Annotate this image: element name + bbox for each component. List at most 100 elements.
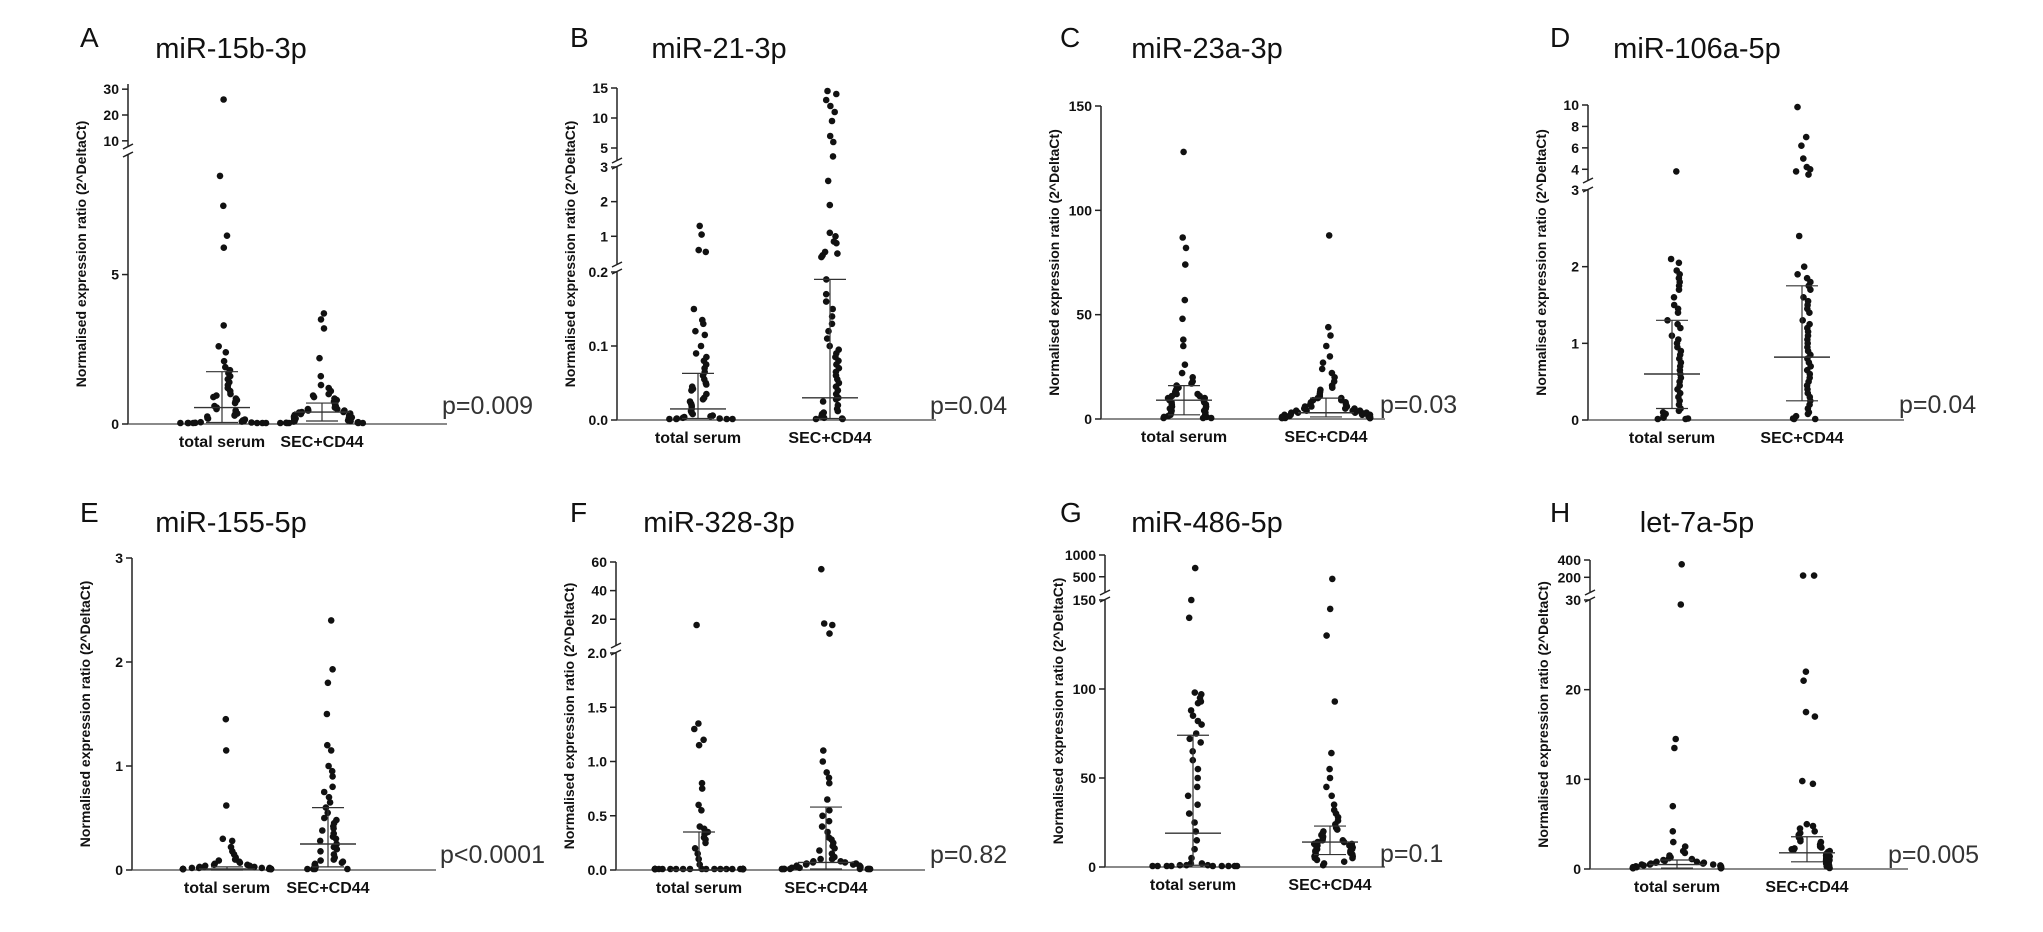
- data-point: [825, 327, 832, 335]
- data-point: [1629, 864, 1637, 872]
- data-point: [695, 246, 702, 254]
- data-point: [1194, 765, 1202, 773]
- y-tick-label: 10: [1565, 771, 1581, 787]
- data-point: [1811, 415, 1819, 423]
- data-point: [317, 857, 324, 864]
- data-point: [819, 812, 826, 820]
- data-point: [328, 767, 336, 775]
- data-point: [1181, 361, 1189, 369]
- data-point: [818, 565, 825, 573]
- data-point: [824, 177, 832, 185]
- data-point: [1806, 166, 1814, 173]
- p-value-label: p<0.0001: [440, 841, 545, 869]
- y-axis-label: Normalised expression ratio (2^DeltaCt): [561, 583, 577, 849]
- data-point: [826, 201, 834, 209]
- panel-title: miR-106a-5p: [1613, 33, 1781, 65]
- data-point: [327, 747, 335, 754]
- y-tick-label: 5: [600, 140, 608, 156]
- y-tick-label: 40: [591, 583, 607, 599]
- data-point: [1198, 721, 1205, 728]
- data-point: [223, 232, 231, 239]
- data-point: [696, 222, 703, 230]
- data-point: [1810, 572, 1818, 579]
- data-point: [826, 779, 833, 787]
- data-point: [716, 415, 723, 422]
- data-point: [702, 248, 710, 256]
- data-point: [1194, 774, 1201, 782]
- series-sec-cd44: [300, 617, 356, 873]
- data-point: [688, 387, 695, 394]
- axis-break-mark: [1099, 589, 1111, 596]
- data-point: [824, 87, 831, 95]
- data-point: [1313, 856, 1321, 864]
- series-sec-cd44: [778, 565, 874, 873]
- y-tick-label: 1000: [1065, 547, 1096, 563]
- data-point: [826, 132, 834, 140]
- y-tick-label: 20: [103, 107, 119, 123]
- x-category-label: SEC+CD44: [784, 880, 867, 897]
- data-point: [699, 396, 707, 403]
- y-axis-label: Normalised expression ratio (2^DeltaCt): [73, 121, 89, 387]
- y-tick-label: 1: [1571, 335, 1579, 351]
- x-category-label: total serum: [1141, 429, 1227, 446]
- data-point: [698, 231, 705, 238]
- data-point: [1675, 407, 1683, 415]
- data-point: [1194, 801, 1201, 808]
- panel-letter: F: [570, 497, 587, 528]
- data-point: [317, 848, 324, 855]
- data-point: [222, 747, 230, 754]
- y-tick-label: 30: [103, 81, 119, 97]
- data-point: [359, 419, 367, 427]
- data-point: [1340, 858, 1348, 865]
- data-point: [829, 305, 836, 313]
- data-point: [329, 773, 336, 780]
- data-point: [822, 298, 830, 305]
- y-tick-label: 400: [1558, 552, 1582, 568]
- data-point: [822, 96, 830, 104]
- y-tick-label: 2: [1571, 259, 1579, 275]
- data-point: [829, 621, 836, 629]
- y-tick-label: 0: [1571, 412, 1579, 428]
- data-point: [1180, 148, 1187, 156]
- y-tick-label: 10: [592, 110, 608, 126]
- data-point: [324, 741, 331, 749]
- data-point: [1185, 810, 1193, 817]
- data-point: [219, 835, 227, 843]
- y-tick-label: 8: [1571, 118, 1579, 134]
- data-point: [672, 865, 680, 873]
- data-point: [1358, 411, 1366, 419]
- data-point: [711, 865, 718, 873]
- data-point: [856, 865, 864, 873]
- data-point: [1670, 838, 1677, 846]
- data-point: [317, 316, 325, 323]
- y-tick-label: 0.0: [588, 862, 608, 878]
- data-point: [1181, 296, 1189, 304]
- series-total-serum: [1644, 168, 1700, 423]
- y-axis-label: Normalised expression ratio (2^DeltaCt): [1050, 578, 1066, 844]
- data-point: [1207, 414, 1215, 422]
- data-point: [824, 796, 831, 803]
- data-point: [1334, 826, 1341, 833]
- data-point: [1319, 861, 1327, 869]
- data-point: [1194, 699, 1202, 707]
- data-point: [1804, 410, 1812, 418]
- data-point: [826, 807, 833, 814]
- y-tick-label: 500: [1073, 569, 1097, 585]
- data-point: [1802, 668, 1810, 675]
- y-tick-label: 50: [1080, 770, 1096, 786]
- data-point: [1681, 849, 1689, 857]
- data-point: [213, 405, 220, 413]
- y-tick-label: 1: [600, 228, 608, 244]
- y-tick-label: 60: [591, 554, 607, 570]
- data-point: [177, 419, 184, 427]
- data-point: [828, 117, 836, 125]
- data-point: [820, 414, 828, 422]
- data-point: [697, 342, 705, 350]
- y-tick-label: 4: [1571, 161, 1579, 177]
- data-point: [1800, 263, 1808, 271]
- data-point: [1660, 414, 1667, 422]
- data-point: [786, 865, 794, 873]
- data-point: [1811, 713, 1819, 720]
- data-point: [228, 837, 236, 845]
